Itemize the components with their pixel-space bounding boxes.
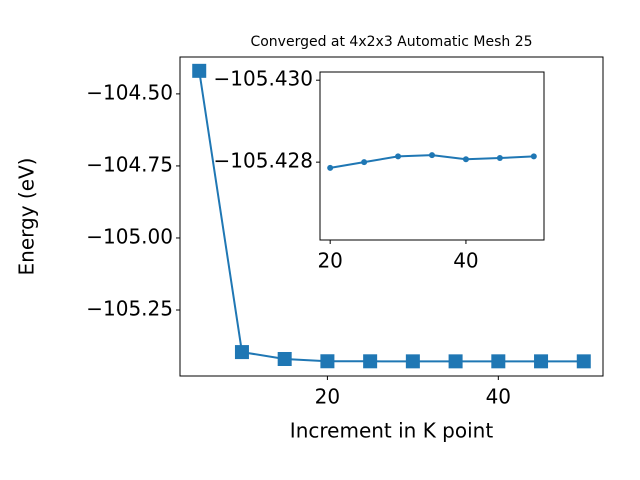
y-tick-label: −105.428 [214, 149, 313, 173]
marker [448, 354, 463, 369]
y-axis-label: Energy (eV) [15, 158, 39, 276]
x-axis-label: Increment in K point [290, 419, 494, 443]
marker [405, 354, 420, 369]
marker [395, 153, 402, 160]
y-tick-label: −105.430 [214, 67, 313, 91]
y-tick-label: −104.50 [86, 80, 173, 104]
marker [462, 156, 469, 163]
marker [320, 354, 335, 369]
marker [429, 152, 435, 159]
x-tick-label: 20 [317, 249, 342, 273]
marker [192, 63, 207, 78]
y-tick-label: −104.75 [86, 152, 173, 176]
marker [327, 164, 334, 171]
y-tick-label: −105.00 [86, 224, 173, 248]
marker [363, 354, 378, 369]
marker [576, 354, 591, 369]
y-tick-label: −105.25 [86, 297, 173, 321]
marker [361, 159, 368, 166]
chart-title: Converged at 4x2x3 Automatic Mesh 25 [250, 34, 532, 50]
x-tick-label: 40 [486, 385, 511, 409]
marker [496, 155, 503, 162]
x-tick-label: 40 [453, 249, 478, 273]
series-line [198, 70, 584, 363]
x-tick-label: 20 [315, 385, 340, 409]
marker [491, 354, 506, 369]
marker [534, 354, 549, 369]
marker [277, 351, 292, 366]
marker [530, 153, 537, 160]
marker [234, 345, 249, 360]
